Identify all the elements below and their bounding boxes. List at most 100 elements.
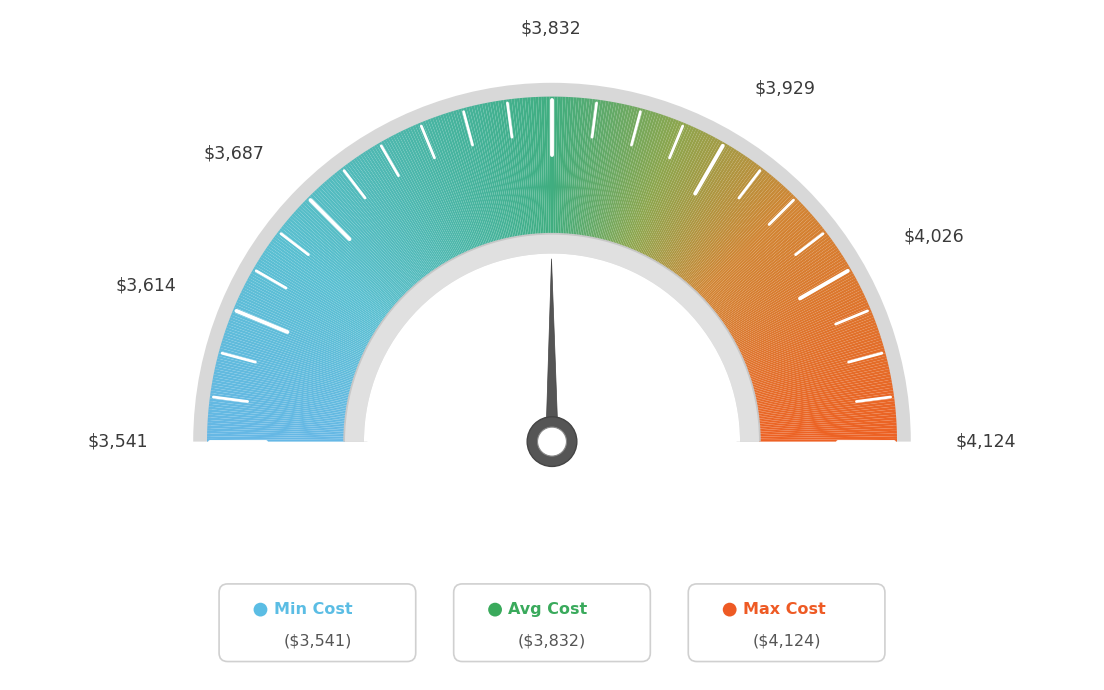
Wedge shape [711,219,818,310]
Wedge shape [503,99,524,237]
Wedge shape [522,98,535,235]
Circle shape [538,427,566,456]
Wedge shape [496,101,520,237]
Wedge shape [570,98,584,235]
Wedge shape [220,346,353,386]
Wedge shape [243,285,368,349]
Wedge shape [217,356,351,392]
Wedge shape [322,183,415,288]
Wedge shape [712,224,821,312]
Wedge shape [751,343,883,384]
Wedge shape [638,128,699,255]
Wedge shape [656,144,728,264]
Wedge shape [758,439,896,442]
Wedge shape [208,428,346,435]
Wedge shape [528,97,539,235]
Wedge shape [423,121,476,250]
Wedge shape [756,388,893,411]
Wedge shape [344,235,760,442]
Wedge shape [456,110,496,243]
Wedge shape [220,348,353,387]
Wedge shape [431,118,480,248]
Wedge shape [668,156,749,271]
Wedge shape [381,141,450,262]
Wedge shape [330,176,420,283]
Text: ($3,832): ($3,832) [518,633,586,648]
Wedge shape [633,124,689,252]
Wedge shape [403,130,464,255]
Wedge shape [741,302,869,359]
Wedge shape [211,385,348,409]
Wedge shape [725,252,842,329]
Wedge shape [597,105,630,240]
Wedge shape [437,115,485,246]
Wedge shape [347,162,431,275]
Wedge shape [660,148,734,266]
Wedge shape [242,288,367,351]
Wedge shape [595,104,627,239]
Wedge shape [535,97,544,235]
Wedge shape [360,153,438,270]
Wedge shape [731,268,851,339]
Wedge shape [368,149,443,267]
Wedge shape [208,439,346,442]
Text: $3,541: $3,541 [87,433,148,451]
Wedge shape [514,99,531,236]
Wedge shape [720,239,832,322]
Wedge shape [623,117,671,248]
Wedge shape [276,233,388,317]
Wedge shape [222,337,354,381]
Wedge shape [733,273,854,342]
Wedge shape [755,377,891,404]
Wedge shape [283,224,392,312]
Wedge shape [209,401,347,419]
Wedge shape [511,99,529,236]
Wedge shape [208,436,346,440]
Wedge shape [214,372,349,401]
Wedge shape [629,122,684,250]
Wedge shape [229,319,359,370]
Wedge shape [552,97,554,235]
Wedge shape [232,310,361,364]
Wedge shape [689,183,782,288]
Wedge shape [294,211,397,305]
Wedge shape [448,112,491,244]
Wedge shape [464,108,500,242]
Wedge shape [636,126,694,253]
Wedge shape [295,209,399,304]
Wedge shape [550,97,552,235]
Wedge shape [320,185,414,288]
Wedge shape [696,194,794,294]
Wedge shape [741,299,868,358]
Wedge shape [680,170,767,280]
Wedge shape [691,186,786,290]
Wedge shape [211,391,348,413]
Wedge shape [750,337,882,381]
Circle shape [488,603,502,617]
Wedge shape [471,106,506,240]
Wedge shape [758,431,896,437]
Wedge shape [389,137,455,259]
Wedge shape [631,123,687,251]
Wedge shape [702,204,804,300]
Wedge shape [681,172,769,281]
Wedge shape [749,333,880,377]
Wedge shape [757,395,894,415]
Wedge shape [613,112,656,244]
Wedge shape [645,133,709,257]
Wedge shape [316,188,412,290]
Polygon shape [545,259,559,459]
Wedge shape [601,106,635,241]
Wedge shape [758,433,896,438]
Wedge shape [700,199,799,297]
Text: $3,614: $3,614 [115,277,176,295]
Wedge shape [420,122,475,250]
Wedge shape [756,391,893,413]
Wedge shape [530,97,541,235]
Wedge shape [573,99,590,236]
Wedge shape [753,356,887,392]
Wedge shape [433,117,481,248]
Text: $3,832: $3,832 [521,20,582,38]
Wedge shape [289,215,395,307]
Wedge shape [546,97,551,235]
